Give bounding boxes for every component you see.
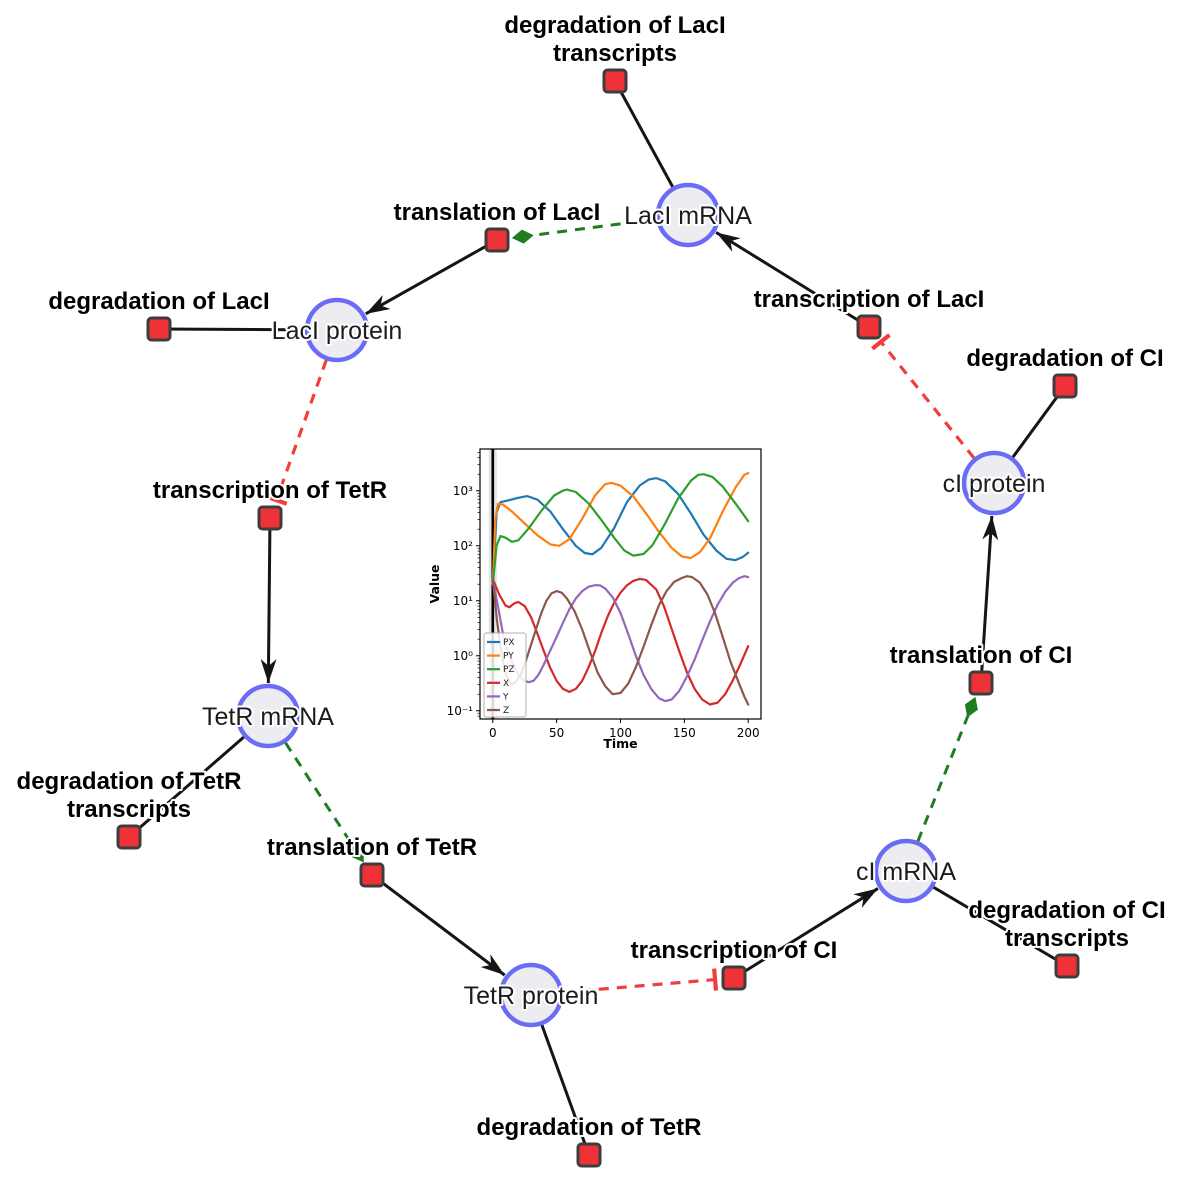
laci-mrna-label: LacI mRNA xyxy=(624,202,752,230)
series-Z xyxy=(491,575,750,706)
ci-protein-label: cI protein xyxy=(943,470,1046,498)
time-series-plot: 0 50 100 150 200 10⁻¹ 10⁰ 10¹ 10² 10³ Time Value PX… xyxy=(428,448,762,751)
transcription-laci-label-line-0: transcription of LacI xyxy=(754,286,985,313)
ci-mrna-label: cI mRNA xyxy=(856,858,956,886)
edge-production-transcription-laci-to-laci-mrna xyxy=(715,231,870,329)
edge-consumption-tetr-mrna-to-deg-tetr-transcripts xyxy=(128,735,246,839)
reaction-node-translation-laci xyxy=(484,227,510,253)
species-node-laci-mrna xyxy=(655,182,721,248)
reaction-node-deg-ci xyxy=(1052,373,1078,399)
deg-ci-label-line-0: degradation of CI xyxy=(966,345,1163,372)
series-PX xyxy=(491,477,750,586)
edge-modifier-tetr-mrna-to-translation-tetr xyxy=(284,741,364,863)
deg-tetr-label-line-0: degradation of TetR xyxy=(477,1114,702,1141)
legend-entry-PY: PY xyxy=(503,652,514,662)
y-axis-label: Value xyxy=(428,564,442,603)
edge-modifier-ci-mrna-to-translation-ci xyxy=(916,696,978,842)
y-tick-0.1: 10⁻¹ xyxy=(447,704,474,718)
species-node-laci-protein xyxy=(304,297,370,363)
transcription-ci-label-line-0: transcription of CI xyxy=(631,937,838,964)
reaction-node-deg-tetr-transcripts xyxy=(116,824,142,850)
edge-consumption-tetr-protein-to-deg-tetr xyxy=(540,1023,591,1156)
reaction-node-transcription-ci xyxy=(721,965,747,991)
reaction-node-deg-laci-transcripts xyxy=(602,68,628,94)
legend-entry-PX: PX xyxy=(503,638,515,648)
translation-laci-label-line-0: translation of LacI xyxy=(394,199,601,226)
edge-modifier-laci-mrna-to-translation-laci xyxy=(511,217,657,244)
x-tick-200: 200 xyxy=(737,726,760,740)
deg-tetr-transcripts-label-line-1: transcripts xyxy=(67,796,191,823)
series-X xyxy=(491,577,750,706)
deg-tetr-transcripts-label-line-0: degradation of TetR xyxy=(17,768,242,795)
deg-ci-transcripts-label-line-1: transcripts xyxy=(1005,925,1129,952)
x-tick-150: 150 xyxy=(673,726,696,740)
tetr-protein-label: TetR protein xyxy=(464,982,599,1010)
species-node-ci-mrna xyxy=(873,838,939,904)
species-node-ci-protein xyxy=(961,450,1027,516)
reaction-node-translation-tetr xyxy=(359,862,385,888)
tetr-mrna-label: TetR mRNA xyxy=(202,703,334,731)
laci-protein-label: LacI protein xyxy=(272,317,403,345)
legend-entry-X: X xyxy=(503,679,509,689)
deg-ci-transcripts-label-line-0: degradation of CI xyxy=(968,897,1165,924)
reaction-node-deg-tetr xyxy=(576,1142,602,1168)
edge-consumption-laci-mrna-to-deg-laci-transcripts xyxy=(613,80,675,189)
x-tick-100: 100 xyxy=(609,726,632,740)
y-tick-10: 10¹ xyxy=(453,594,473,608)
edge-inhibition-ci-protein-to-transcription-laci xyxy=(870,333,976,460)
reaction-node-translation-ci xyxy=(968,670,994,696)
edge-production-transcription-tetr-to-tetr-mrna xyxy=(260,517,277,684)
edge-consumption-ci-mrna-to-deg-ci-transcripts xyxy=(931,885,1068,968)
network-edges xyxy=(128,80,1068,1156)
chart-legend: PX PY PZ XYZ xyxy=(483,632,527,718)
edge-production-translation-ci-to-ci-protein xyxy=(979,515,999,684)
legend-entry-PZ: PZ xyxy=(503,665,515,675)
legend-entry-Y: Y xyxy=(502,692,509,702)
edge-production-translation-tetr-to-tetr-protein xyxy=(371,873,506,977)
edge-production-transcription-ci-to-ci-mrna xyxy=(733,887,879,980)
edge-production-translation-laci-to-laci-protein xyxy=(365,238,498,316)
reaction-node-transcription-laci xyxy=(856,314,882,340)
deg-laci-transcripts-label-line-1: transcripts xyxy=(553,40,677,67)
y-tick-1: 10⁰ xyxy=(453,649,473,663)
legend-entry-Z: Z xyxy=(503,706,509,716)
edge-inhibition-tetr-protein-to-transcription-ci xyxy=(562,968,719,994)
deg-laci-transcripts-label-line-0: degradation of LacI xyxy=(504,12,725,39)
x-tick-0: 0 xyxy=(489,726,497,740)
series-PY xyxy=(491,472,750,586)
translation-ci-label-line-0: translation of CI xyxy=(890,642,1073,669)
chart-axes: 0 50 100 150 200 10⁻¹ 10⁰ 10¹ 10² 10³ Time Value xyxy=(428,448,762,751)
series-Y xyxy=(491,575,750,703)
network-labels: LacI mRNA LacI protein cI protein TetR mRNA… xyxy=(15,10,1168,1143)
edge-inhibition-laci-protein-to-transcription-tetr xyxy=(265,359,328,506)
y-tick-100: 10² xyxy=(453,539,473,553)
reaction-node-deg-laci xyxy=(146,316,172,342)
transcription-tetr-label-line-0: transcription of TetR xyxy=(153,477,387,504)
species-node-tetr-protein xyxy=(498,962,564,1028)
x-tick-50: 50 xyxy=(549,726,564,740)
network-nodes xyxy=(116,68,1080,1168)
translation-tetr-label-line-0: translation of TetR xyxy=(267,834,477,861)
y-tick-1000: 10³ xyxy=(453,484,473,498)
chart-series xyxy=(491,472,750,706)
reaction-node-transcription-tetr xyxy=(257,505,283,531)
edge-consumption-laci-protein-to-deg-laci xyxy=(158,327,307,332)
species-node-tetr-mrna xyxy=(235,683,301,749)
x-axis-label: Time xyxy=(603,736,637,751)
series-PZ xyxy=(491,473,750,586)
deg-laci-label-line-0: degradation of LacI xyxy=(48,288,269,315)
reaction-node-deg-ci-transcripts xyxy=(1054,953,1080,979)
